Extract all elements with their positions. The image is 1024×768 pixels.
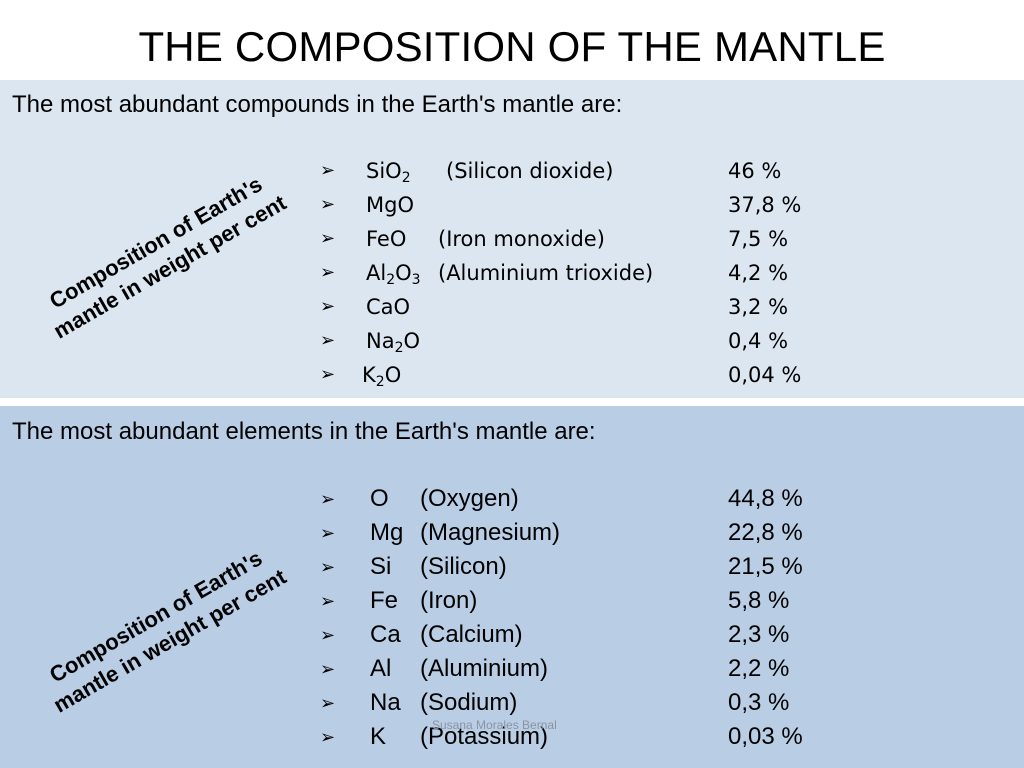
arrow-bullet-icon: ➢	[320, 296, 336, 317]
compound-percent: 7,5 %	[728, 227, 789, 251]
compound-name: (Iron monoxide)	[438, 227, 605, 251]
element-name: (Iron)	[420, 587, 478, 614]
arrow-bullet-icon: ➢	[320, 625, 336, 645]
arrow-bullet-icon: ➢	[320, 659, 336, 679]
element-percent: 5,8 %	[728, 587, 790, 614]
element-percent: 21,5 %	[728, 553, 803, 580]
element-percent: 44,8 %	[728, 485, 803, 512]
side-label-line: mantle in weight per cent	[49, 563, 291, 718]
arrow-bullet-icon: ➢	[320, 228, 336, 249]
element-percent: 2,3 %	[728, 621, 790, 648]
arrow-bullet-icon: ➢	[320, 557, 336, 577]
element-name: (Potassium)	[420, 723, 549, 750]
side-label-line: Composition of Earth's	[45, 171, 267, 314]
element-symbol: O	[370, 485, 389, 512]
element-name: (Oxygen)	[420, 485, 519, 512]
element-percent: 2,2 %	[728, 655, 790, 682]
element-name: (Silicon)	[420, 553, 507, 580]
compound-percent: 0,4 %	[728, 329, 789, 353]
elements-side-label: Composition of Earth's mantle in weight …	[10, 525, 315, 733]
element-symbol: Mg	[370, 519, 404, 546]
compound-percent: 4,2 %	[728, 261, 789, 285]
compound-formula: Al2O3	[366, 261, 421, 288]
compound-formula: MgO	[366, 193, 414, 217]
arrow-bullet-icon: ➢	[320, 591, 336, 611]
compound-formula: K2O	[362, 363, 402, 390]
element-symbol: Fe	[370, 587, 399, 614]
element-percent: 0,03 %	[728, 723, 803, 750]
element-symbol: K	[370, 723, 387, 750]
arrow-bullet-icon: ➢	[320, 194, 336, 215]
element-name: (Aluminium)	[420, 655, 549, 682]
compounds-side-label: Composition of Earth's mantle in weight …	[10, 151, 315, 359]
element-percent: 0,3 %	[728, 689, 790, 716]
arrow-bullet-icon: ➢	[320, 727, 336, 747]
element-symbol: Al	[370, 655, 392, 682]
arrow-bullet-icon: ➢	[320, 364, 336, 385]
author-watermark: Susana Morales Bernal	[432, 718, 557, 732]
arrow-bullet-icon: ➢	[320, 330, 336, 351]
compound-percent: 3,2 %	[728, 295, 789, 319]
element-symbol: Si	[370, 553, 392, 580]
arrow-bullet-icon: ➢	[320, 160, 336, 181]
compound-percent: 0,04 %	[728, 363, 802, 387]
page-title: THE COMPOSITION OF THE MANTLE	[138, 23, 886, 70]
arrow-bullet-icon: ➢	[320, 489, 336, 509]
side-label-line: Composition of Earth's	[45, 545, 267, 688]
compound-formula: CaO	[366, 295, 411, 319]
arrow-bullet-icon: ➢	[320, 693, 336, 713]
element-symbol: Ca	[370, 621, 401, 648]
element-percent: 22,8 %	[728, 519, 803, 546]
element-name: (Sodium)	[420, 689, 518, 716]
compound-percent: 46 %	[728, 159, 782, 183]
element-name: (Magnesium)	[420, 519, 561, 546]
elements-panel: The most abundant elements in the Earth'…	[0, 406, 1024, 768]
compound-name: (Silicon dioxide)	[446, 159, 614, 183]
compound-formula: SiO2	[366, 159, 411, 186]
element-name: (Calcium)	[420, 621, 523, 648]
compound-formula: Na2O	[366, 329, 421, 356]
compound-percent: 37,8 %	[728, 193, 802, 217]
side-label-line: mantle in weight per cent	[49, 189, 291, 344]
element-symbol: Na	[370, 689, 401, 716]
arrow-bullet-icon: ➢	[320, 523, 336, 543]
elements-intro: The most abundant elements in the Earth'…	[12, 418, 596, 445]
compound-formula: FeO	[366, 227, 407, 251]
compounds-panel: The most abundant compounds in the Earth…	[0, 80, 1024, 398]
compound-name: (Aluminium trioxide)	[438, 261, 654, 285]
arrow-bullet-icon: ➢	[320, 262, 336, 283]
compounds-intro: The most abundant compounds in the Earth…	[12, 91, 623, 118]
